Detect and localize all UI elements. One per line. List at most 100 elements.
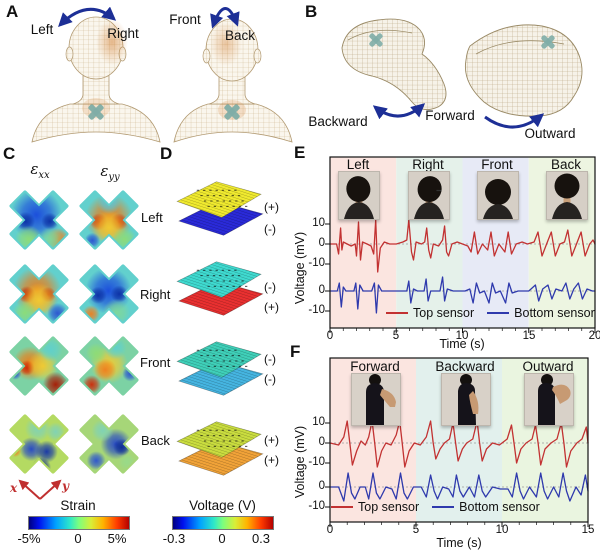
f-xtick-5: 5 — [412, 524, 420, 536]
e-legend-top-sensor-swatch — [386, 311, 408, 315]
panel-b-label: B — [305, 2, 318, 21]
xy-axes-arrows-icon — [18, 479, 62, 500]
left-ear — [202, 48, 211, 64]
strain-map-left-exx — [7, 188, 71, 257]
sign-right-top: (-) — [264, 280, 276, 294]
panel-c-label: C — [3, 144, 16, 163]
head-shading — [210, 22, 242, 66]
e-ytick-0b: 0 — [318, 284, 325, 296]
photo-head-tilt-left — [338, 171, 380, 220]
voltage-colorbar-max: 0.3 — [251, 531, 271, 546]
outward-arrow-icon — [484, 113, 545, 129]
strain-colorbar-max: 5% — [107, 531, 127, 546]
shoulder-arm-mesh — [341, 18, 447, 111]
label-back: Back — [224, 28, 255, 43]
f-move-outward: Outward — [522, 359, 574, 374]
strain-map-right-exx — [7, 262, 71, 331]
sign-right-bottom: (+) — [264, 300, 279, 314]
strain-colorbar-title: Strain — [60, 498, 96, 513]
f-ytick-n10b: -10 — [308, 500, 325, 512]
strain-col-header-eyy: εyy — [100, 162, 120, 183]
f-ytick-0b: 0 — [318, 480, 325, 492]
x-axis-arrow-label: x — [10, 481, 18, 495]
strain-col-header-exx: εxx — [30, 160, 50, 181]
electrode-stack-left — [170, 176, 270, 255]
e-xtick-0: 0 — [326, 330, 334, 342]
e-xtick-5: 5 — [392, 330, 400, 342]
e-legend-bottom-sensor-label: Bottom sensor — [514, 306, 595, 320]
e-ytick-10: 10 — [312, 217, 325, 229]
neck-mesh — [72, 73, 120, 105]
shoulder-mesh-side-view — [341, 18, 447, 111]
e-move-front: Front — [481, 157, 513, 172]
voltage-colorbar-min: -0.3 — [162, 531, 186, 546]
photo-head-bow-front — [477, 171, 519, 220]
e-move-left: Left — [346, 157, 370, 172]
f-legend: Top sensor Bottom sensor — [331, 500, 540, 514]
f-move-backward: Backward — [435, 359, 495, 374]
e-xtick-10: 10 — [455, 330, 469, 342]
strain-map-back-eyy — [77, 412, 141, 481]
panel-d-label: D — [160, 144, 173, 163]
panel-e-label: E — [294, 143, 306, 162]
head-mesh-back-view — [31, 16, 161, 143]
row-label-right: Right — [140, 287, 171, 302]
label-outward: Outward — [524, 126, 576, 141]
electrode-stack-right — [170, 256, 270, 335]
f-legend-bottom-sensor-label: Bottom sensor — [459, 500, 540, 514]
neck-sensor-x-marker — [224, 104, 240, 120]
left-ear — [65, 46, 74, 62]
shoulder-arm-mesh — [464, 24, 583, 117]
row-label-front: Front — [140, 355, 171, 370]
photo-arm-outward — [524, 373, 574, 426]
sign-back-bottom: (+) — [264, 453, 279, 467]
e-xtick-15: 15 — [522, 330, 536, 342]
neck-sensor-x-marker — [88, 104, 104, 120]
strain-map-right-eyy — [77, 262, 141, 331]
photo-head-tilt-back — [546, 171, 588, 220]
head-shading — [96, 19, 128, 65]
voltage-colorbar-title: Voltage (V) — [189, 498, 256, 513]
photo-arm-backward — [441, 373, 491, 426]
sign-front-top: (-) — [264, 352, 276, 366]
electrode-stack-front — [170, 336, 270, 415]
y-axis-arrow-label: y — [62, 479, 69, 493]
e-ytick-n10: -10 — [308, 257, 325, 269]
shoulder-ridge — [475, 40, 565, 55]
photo-head-tilt-right — [408, 171, 450, 220]
panel-a-label: A — [6, 2, 19, 21]
e-x-axis-label: Time (s) — [439, 337, 485, 351]
f-legend-bottom-sensor-swatch — [432, 505, 455, 509]
e-move-back: Back — [550, 157, 581, 172]
strain-map-left-eyy — [77, 188, 141, 257]
strain-map-front-eyy — [77, 334, 141, 403]
voltage-colorbar-mid: 0 — [218, 531, 226, 546]
label-right: Right — [107, 26, 139, 41]
backward-forward-arrow-icon — [372, 103, 426, 120]
e-legend: Top sensor Bottom sensor — [386, 306, 595, 320]
strain-colorbar-min: -5% — [17, 531, 41, 546]
strain-map-back-exx — [7, 412, 71, 481]
e-move-right: Right — [412, 157, 444, 172]
label-front: Front — [169, 12, 201, 27]
neck-mesh — [208, 73, 256, 105]
e-xtick-20: 20 — [588, 330, 600, 342]
f-ytick-10: 10 — [312, 416, 325, 428]
sign-front-bottom: (-) — [264, 372, 276, 386]
f-move-forward: Forward — [350, 359, 400, 374]
photo-arm-forward — [351, 373, 401, 426]
shoulder-mesh-back-view — [464, 24, 583, 117]
label-left: Left — [30, 22, 54, 37]
f-xtick-10: 10 — [495, 524, 509, 536]
head-mesh-back-view-2 — [173, 18, 293, 143]
row-label-left: Left — [141, 210, 163, 225]
f-legend-top-sensor-label: Top sensor — [358, 500, 420, 514]
sign-back-top: (+) — [264, 433, 279, 447]
voltage-colorbar — [172, 516, 274, 530]
f-ytick-n10: -10 — [308, 456, 325, 468]
label-forward: Forward — [425, 108, 475, 123]
shoulders-mesh — [31, 103, 161, 143]
strain-colorbar-mid: 0 — [74, 531, 82, 546]
e-ytick-0: 0 — [318, 237, 325, 249]
